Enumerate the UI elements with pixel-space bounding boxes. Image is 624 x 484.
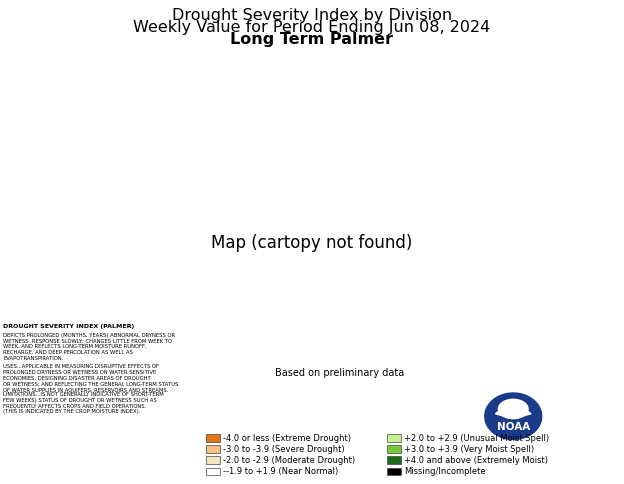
- Text: Drought Severity Index by Division: Drought Severity Index by Division: [172, 8, 452, 23]
- Text: --1.9 to +1.9 (Near Normal): --1.9 to +1.9 (Near Normal): [223, 467, 339, 476]
- Text: -2.0 to -2.9 (Moderate Drought): -2.0 to -2.9 (Moderate Drought): [223, 456, 356, 465]
- Text: Map (cartopy not found): Map (cartopy not found): [212, 234, 412, 252]
- Text: LIMITATIONS...IS NOT GENERALLY INDICATIVE OF SHORT-TERM
FEW WEEKS) STATUS OF DRO: LIMITATIONS...IS NOT GENERALLY INDICATIV…: [3, 392, 164, 414]
- Text: +3.0 to +3.9 (Very Moist Spell): +3.0 to +3.9 (Very Moist Spell): [404, 445, 535, 454]
- Text: Weekly Value for Period Ending Jun 08, 2024: Weekly Value for Period Ending Jun 08, 2…: [134, 20, 490, 35]
- Text: -4.0 or less (Extreme Drought): -4.0 or less (Extreme Drought): [223, 434, 351, 442]
- Text: +4.0 and above (Extremely Moist): +4.0 and above (Extremely Moist): [404, 456, 548, 465]
- Text: Long Term Palmer: Long Term Palmer: [230, 32, 394, 47]
- Polygon shape: [499, 399, 528, 419]
- Text: DROUGHT SEVERITY INDEX (PALMER): DROUGHT SEVERITY INDEX (PALMER): [3, 324, 134, 329]
- Text: -3.0 to -3.9 (Severe Drought): -3.0 to -3.9 (Severe Drought): [223, 445, 345, 454]
- Text: Based on preliminary data: Based on preliminary data: [275, 368, 405, 378]
- Text: USES...APPLICABLE IN MEASURING DISRUPTIVE EFFECTS OF
PROLONGED DRYNESS OR WETNES: USES...APPLICABLE IN MEASURING DISRUPTIV…: [3, 364, 178, 392]
- Text: NOAA: NOAA: [497, 422, 530, 432]
- Text: DEPICTS PROLONGED (MONTHS, YEARS) ABNORMAL DRYNESS OR
WETNESS. RESPONSE SLOWLY; : DEPICTS PROLONGED (MONTHS, YEARS) ABNORM…: [3, 333, 175, 361]
- Polygon shape: [485, 393, 542, 439]
- Polygon shape: [495, 407, 531, 416]
- Text: Missing/Incomplete: Missing/Incomplete: [404, 467, 486, 476]
- Text: +2.0 to +2.9 (Unusual Moist Spell): +2.0 to +2.9 (Unusual Moist Spell): [404, 434, 550, 442]
